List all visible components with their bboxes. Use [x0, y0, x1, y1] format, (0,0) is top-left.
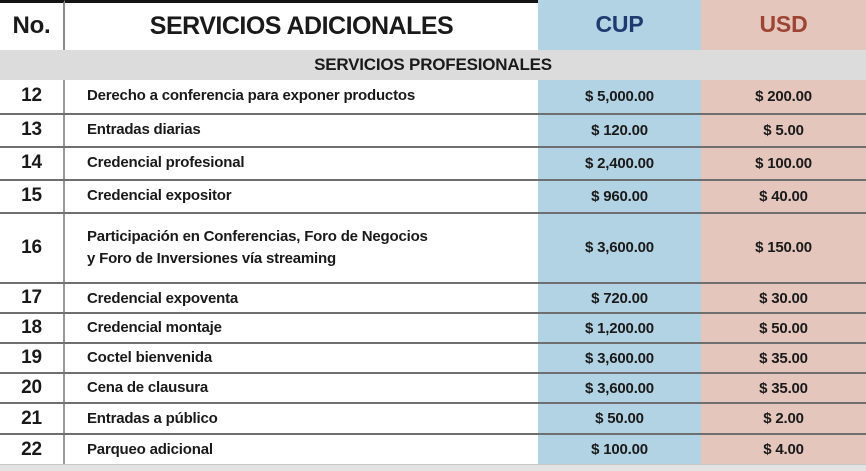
- table-row: 14 Credencial profesional $ 2,400.00 $ 1…: [0, 145, 866, 179]
- cup-price: $ 100.00: [538, 435, 701, 465]
- cup-price: $ 50.00: [538, 404, 701, 434]
- section-header: SERVICIOS PROFESIONALES: [0, 49, 866, 80]
- header-no: No.: [0, 0, 65, 50]
- cup-price: $ 3,600.00: [538, 374, 701, 403]
- cup-price: $ 720.00: [538, 284, 701, 313]
- usd-price: $ 150.00: [701, 213, 866, 283]
- table-row: 18 Credencial montaje $ 1,200.00 $ 50.00: [0, 312, 866, 343]
- service-description: Parqueo adicional: [65, 435, 538, 465]
- usd-price: $ 200.00: [701, 79, 866, 113]
- usd-price: $ 35.00: [701, 374, 866, 403]
- service-description: Participación en Conferencias, Foro de N…: [65, 213, 538, 283]
- table-row: 22 Parqueo adicional $ 100.00 $ 4.00: [0, 433, 866, 465]
- usd-price: $ 35.00: [701, 344, 866, 373]
- header-usd: USD: [701, 0, 866, 50]
- bottom-edge-strip: [0, 464, 866, 471]
- header-title: SERVICIOS ADICIONALES: [65, 0, 538, 50]
- service-description: Cena de clausura: [65, 374, 538, 403]
- row-number: 14: [0, 147, 65, 179]
- service-description: Coctel bienvenida: [65, 344, 538, 373]
- usd-price: $ 5.00: [701, 114, 866, 146]
- row-number: 13: [0, 114, 65, 146]
- row-number: 20: [0, 374, 65, 403]
- cup-price: $ 3,600.00: [538, 213, 701, 283]
- usd-price: $ 40.00: [701, 180, 866, 212]
- row-number: 22: [0, 435, 65, 465]
- table-row: 19 Coctel bienvenida $ 3,600.00 $ 35.00: [0, 342, 866, 373]
- row-number: 17: [0, 284, 65, 313]
- row-number: 19: [0, 344, 65, 373]
- service-description: Derecho a conferencia para exponer produ…: [65, 79, 538, 113]
- cup-price: $ 2,400.00: [538, 147, 701, 179]
- usd-price: $ 100.00: [701, 147, 866, 179]
- service-description: Credencial expoventa: [65, 284, 538, 313]
- row-number: 16: [0, 213, 65, 283]
- table-row: 20 Cena de clausura $ 3,600.00 $ 35.00: [0, 372, 866, 403]
- table-header-row: No. SERVICIOS ADICIONALES CUP USD: [0, 0, 866, 50]
- table-row: 13 Entradas diarias $ 120.00 $ 5.00: [0, 112, 866, 146]
- row-number: 21: [0, 404, 65, 434]
- usd-price: $ 2.00: [701, 404, 866, 434]
- cup-price: $ 3,600.00: [538, 344, 701, 373]
- row-number: 12: [0, 79, 65, 113]
- service-description: Entradas diarias: [65, 114, 538, 146]
- service-description: Credencial montaje: [65, 314, 538, 343]
- service-description: Entradas a público: [65, 404, 538, 434]
- service-description: Credencial expositor: [65, 180, 538, 212]
- header-cup: CUP: [538, 0, 701, 50]
- table-row: 15 Credencial expositor $ 960.00 $ 40.00: [0, 178, 866, 212]
- usd-price: $ 4.00: [701, 435, 866, 465]
- cup-price: $ 1,200.00: [538, 314, 701, 343]
- table-row: 12 Derecho a conferencia para exponer pr…: [0, 79, 866, 113]
- cup-price: $ 5,000.00: [538, 79, 701, 113]
- table-row: 21 Entradas a público $ 50.00 $ 2.00: [0, 402, 866, 434]
- cup-price: $ 120.00: [538, 114, 701, 146]
- table-row: 17 Credencial expoventa $ 720.00 $ 30.00: [0, 282, 866, 313]
- usd-price: $ 30.00: [701, 284, 866, 313]
- table-row: 16 Participación en Conferencias, Foro d…: [0, 211, 866, 283]
- cup-price: $ 960.00: [538, 180, 701, 212]
- usd-price: $ 50.00: [701, 314, 866, 343]
- row-number: 15: [0, 180, 65, 212]
- service-description: Credencial profesional: [65, 147, 538, 179]
- row-number: 18: [0, 314, 65, 343]
